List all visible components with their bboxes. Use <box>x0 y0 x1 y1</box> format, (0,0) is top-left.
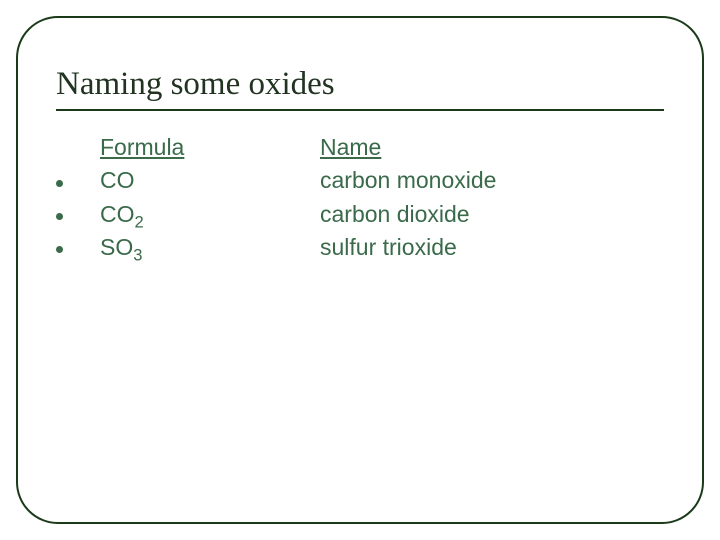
formula-base: CO <box>100 201 135 227</box>
bullet-icon <box>56 213 63 220</box>
formula-sub: 3 <box>133 246 142 265</box>
slide-title: Naming some oxides <box>56 66 664 111</box>
list-item: CO carbon monoxide <box>56 164 664 197</box>
formula-cell: SO3 <box>100 231 320 264</box>
list-item: SO3 sulfur trioxide <box>56 231 664 264</box>
formula-cell: CO2 <box>100 198 320 231</box>
formula-base: SO <box>100 234 133 260</box>
slide: Naming some oxides Formula Name CO carbo… <box>0 0 720 540</box>
bullet-cell <box>56 198 100 231</box>
slide-frame: Naming some oxides Formula Name CO carbo… <box>16 16 704 524</box>
content-area: Formula Name CO carbon monoxide CO2 carb… <box>56 131 664 264</box>
bullet-cell <box>56 231 100 264</box>
formula-sub: 2 <box>135 212 144 231</box>
bullet-icon <box>56 246 63 253</box>
name-cell: carbon monoxide <box>320 164 664 197</box>
formula-base: CO <box>100 167 135 193</box>
formula-cell: CO <box>100 164 320 197</box>
column-header-name: Name <box>320 131 664 164</box>
column-header-formula: Formula <box>100 131 320 164</box>
header-row: Formula Name <box>56 131 664 164</box>
name-cell: sulfur trioxide <box>320 231 664 264</box>
bullet-cell <box>56 164 100 197</box>
list-item: CO2 carbon dioxide <box>56 198 664 231</box>
bullet-icon <box>56 180 63 187</box>
name-cell: carbon dioxide <box>320 198 664 231</box>
